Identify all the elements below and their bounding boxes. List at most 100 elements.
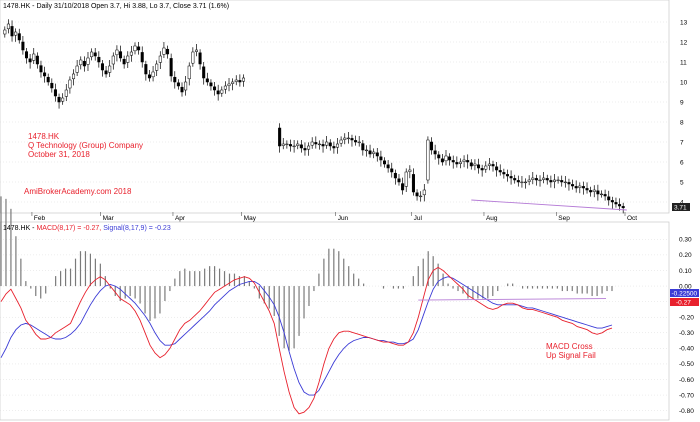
candle-body <box>520 181 524 184</box>
candle-body <box>209 82 213 87</box>
candle-body <box>542 177 546 180</box>
candle-body <box>184 81 188 91</box>
candle-body <box>610 200 614 203</box>
candle-body <box>448 156 452 161</box>
candle-body <box>285 143 289 146</box>
candle-body <box>122 58 126 65</box>
candle-body <box>75 65 79 73</box>
candle-body <box>191 51 195 64</box>
price-frame <box>0 0 670 214</box>
candle-body <box>560 180 564 183</box>
price-x-tick: Jun <box>338 215 349 222</box>
price-y-tick: 11 <box>680 59 687 66</box>
candle-body <box>430 141 434 151</box>
macd-y-tick: -0.40 <box>679 346 694 353</box>
candle-body <box>238 80 242 83</box>
macd-last-badge <box>670 298 699 306</box>
candle-body <box>310 141 314 146</box>
price-y-tick: 7 <box>680 139 684 146</box>
candle-body <box>3 29 7 35</box>
macd-note-line1: MACD Cross <box>546 342 593 351</box>
candle-body <box>64 89 68 97</box>
macd-trendline <box>418 298 607 301</box>
candle-body <box>169 58 173 77</box>
candle-body <box>379 156 383 161</box>
candle-body <box>556 179 560 182</box>
candle-body <box>129 51 133 56</box>
candle-body <box>607 196 611 201</box>
candle-body <box>375 152 379 157</box>
candle-body <box>491 164 495 167</box>
candle-body <box>415 192 419 197</box>
macd-y-tick: -0.60 <box>679 377 694 384</box>
candle-body <box>32 53 36 61</box>
macd-y-tick: 0.30 <box>679 237 692 244</box>
candle-body <box>173 76 177 83</box>
price-y-tick: 12 <box>680 39 688 46</box>
price-caption: 1478.HK - Daily 31/10/2018 Open 3.7, Hi … <box>3 3 229 10</box>
candle-body <box>383 160 387 165</box>
macd-note-line2: Up Signal Fail <box>546 351 596 360</box>
candle-body <box>524 181 528 184</box>
candle-body <box>82 60 86 67</box>
macd-caption-signal: Signal(8,17,9) = -0.23 <box>103 225 171 232</box>
price-y-tick: 10 <box>680 79 688 86</box>
candle-body <box>296 143 300 146</box>
candle-body <box>68 79 72 89</box>
price-x-tick: Feb <box>34 215 46 222</box>
candle-body <box>364 149 368 152</box>
candle-body <box>408 169 412 172</box>
price-x-tick: Aug <box>486 215 498 222</box>
candle-body <box>498 170 502 173</box>
candle-body <box>466 160 470 163</box>
candle-body <box>216 90 220 95</box>
price-y-tick: 13 <box>680 19 688 26</box>
candle-body <box>455 162 459 165</box>
candle-body <box>516 180 520 183</box>
signal-line <box>0 276 613 396</box>
candle-body <box>119 51 123 59</box>
candle-body <box>166 48 170 55</box>
candle-body <box>24 51 29 59</box>
macd-caption-prefix: 1478.HK - <box>3 225 36 232</box>
candle-body <box>545 178 549 181</box>
candle-body <box>440 158 444 163</box>
candle-body <box>158 55 162 63</box>
candle-body <box>552 179 556 182</box>
macd-y-tick: -0.80 <box>679 408 694 415</box>
candle-body <box>451 160 455 163</box>
candle-body <box>487 163 491 166</box>
candle-body <box>477 164 481 169</box>
macd-y-tick: 0.20 <box>679 252 692 259</box>
candle-body <box>357 141 361 144</box>
price-x-tick: May <box>244 215 257 222</box>
candle-body <box>571 184 575 187</box>
candle-body <box>151 71 155 78</box>
candle-body <box>386 164 390 169</box>
candle-body <box>513 178 517 181</box>
candle-body <box>61 97 65 102</box>
candle-body <box>97 56 101 63</box>
candle-body <box>198 52 202 65</box>
macd-y-tick: -0.30 <box>679 330 694 337</box>
candle-body <box>303 148 307 151</box>
candle-body <box>343 137 347 140</box>
candle-body <box>574 186 578 189</box>
price-panel: 4 5 6 7 8 9 10 11 12 13 Feb Mar Apr May Jun Jul Aug Sep O… <box>0 0 690 222</box>
candle-body <box>144 64 148 75</box>
candle-body <box>437 154 441 159</box>
watermark: AmiBrokerAcademy.com 2018 <box>24 187 132 196</box>
candle-body <box>6 23 10 30</box>
candle-body <box>86 57 90 65</box>
candle-body <box>422 189 426 196</box>
candle-body <box>354 140 358 143</box>
candle-body <box>372 151 376 154</box>
price-y-tick: 8 <box>680 119 684 126</box>
candle-body <box>140 52 144 63</box>
candle-body <box>538 179 542 182</box>
candle-body <box>17 33 21 41</box>
candle-body <box>578 185 582 188</box>
candle-body <box>317 143 321 146</box>
